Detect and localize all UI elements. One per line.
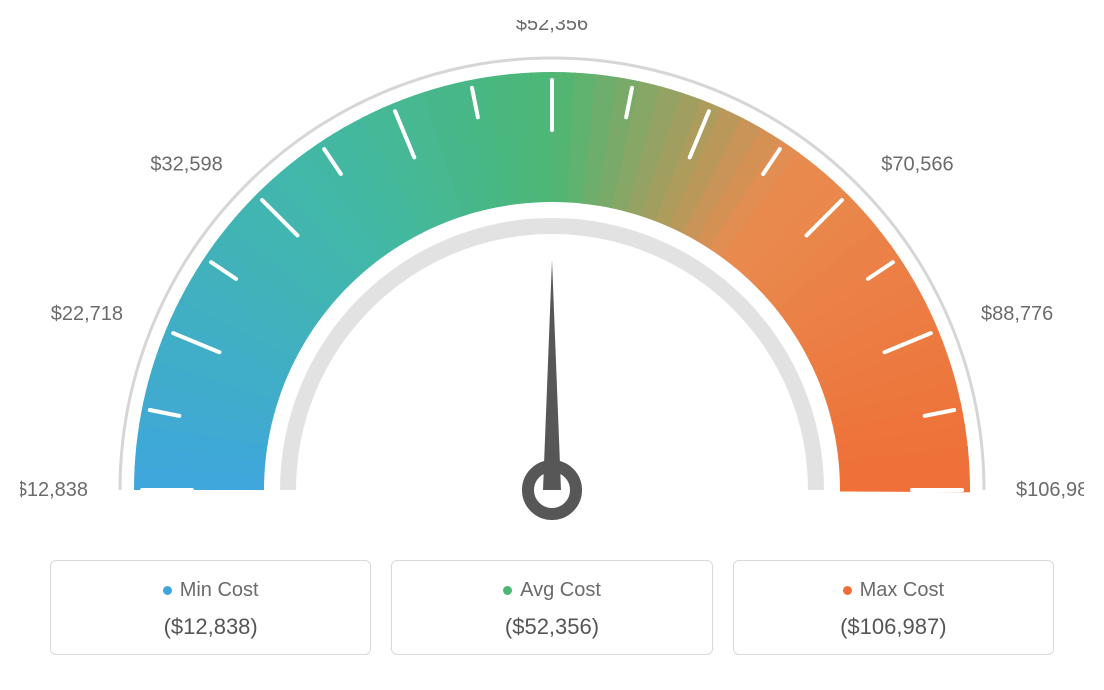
legend-card-min: Min Cost ($12,838)	[50, 560, 371, 655]
scale-label: $12,838	[20, 479, 88, 501]
gauge-svg: $12,838 $22,718 $32,598 $52,356 $70,566 $88,7…	[20, 20, 1084, 530]
scale-label: $22,718	[51, 303, 123, 325]
scale-label: $88,776	[981, 303, 1053, 325]
legend-label-min: Min Cost	[180, 579, 259, 602]
legend-value-avg: ($52,356)	[404, 614, 699, 640]
legend-dot-max	[843, 586, 852, 595]
scale-label: $52,356	[516, 20, 588, 35]
legend-dot-avg	[503, 586, 512, 595]
scale-label: $32,598	[150, 154, 222, 176]
legend-value-max: ($106,987)	[746, 614, 1041, 640]
scale-label: $106,987	[1016, 479, 1084, 501]
legend-label-max: Max Cost	[860, 579, 944, 602]
legend-card-avg: Avg Cost ($52,356)	[391, 560, 712, 655]
gauge-chart: $12,838 $22,718 $32,598 $52,356 $70,566 $88,7…	[20, 20, 1084, 655]
legend-card-max: Max Cost ($106,987)	[733, 560, 1054, 655]
legend-value-min: ($12,838)	[63, 614, 358, 640]
legend-label-avg: Avg Cost	[520, 579, 601, 602]
scale-label: $70,566	[881, 154, 953, 176]
legend-dot-min	[163, 586, 172, 595]
legend-row: Min Cost ($12,838) Avg Cost ($52,356) Ma…	[20, 560, 1084, 655]
